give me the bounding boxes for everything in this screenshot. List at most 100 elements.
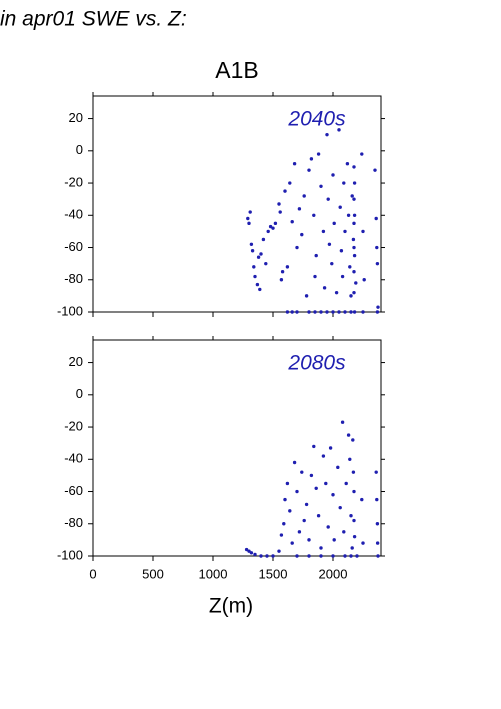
- point: [332, 221, 336, 226]
- point: [319, 554, 323, 558]
- point: [349, 514, 353, 518]
- point: [342, 181, 346, 185]
- point: [349, 554, 353, 558]
- point: [352, 534, 357, 539]
- point: [321, 454, 326, 458]
- point: [304, 294, 309, 298]
- x-tick-label: 2000: [319, 566, 348, 581]
- point: [312, 444, 316, 449]
- point: [309, 473, 314, 478]
- point: [375, 261, 380, 266]
- point: [249, 551, 254, 555]
- point: [295, 310, 299, 314]
- point: [255, 282, 260, 287]
- point: [290, 310, 294, 314]
- point: [350, 546, 354, 550]
- point: [261, 237, 266, 242]
- point: [268, 224, 273, 229]
- point: [352, 213, 357, 217]
- point: [348, 457, 352, 461]
- point: [349, 310, 353, 314]
- point: [348, 265, 352, 269]
- point: [324, 481, 328, 486]
- point: [343, 310, 347, 314]
- point: [355, 554, 359, 558]
- point: [265, 554, 269, 558]
- point: [338, 505, 342, 510]
- point: [337, 128, 341, 132]
- y-tick-label: -80: [64, 515, 83, 530]
- point: [253, 274, 257, 279]
- point: [321, 229, 326, 234]
- point: [256, 255, 261, 259]
- point: [331, 310, 335, 314]
- panel-label: 2040s: [287, 108, 346, 131]
- point: [316, 514, 321, 518]
- point: [300, 470, 304, 474]
- point: [327, 242, 332, 246]
- point: [248, 210, 252, 214]
- point: [313, 310, 317, 314]
- point: [295, 489, 299, 494]
- point: [278, 210, 282, 214]
- point: [288, 509, 292, 513]
- point: [283, 189, 287, 193]
- point: [302, 518, 306, 523]
- point: [309, 157, 314, 161]
- point: [295, 245, 299, 250]
- x-tick-label: 500: [142, 566, 164, 581]
- point: [361, 310, 365, 314]
- point: [330, 261, 334, 266]
- point: [266, 229, 270, 234]
- y-tick-label: -20: [64, 174, 83, 189]
- point: [352, 245, 356, 250]
- panel-label: 2080s: [287, 352, 346, 375]
- point: [259, 252, 263, 256]
- point: [331, 554, 335, 558]
- x-tick-label: 1000: [199, 566, 228, 581]
- x-axis-label: Z(m): [209, 595, 253, 618]
- point: [271, 226, 275, 230]
- point: [360, 152, 364, 156]
- point: [351, 237, 356, 242]
- point: [304, 502, 309, 507]
- point: [346, 213, 351, 217]
- point: [340, 420, 345, 424]
- point: [337, 310, 341, 314]
- point: [352, 221, 356, 226]
- point: [331, 493, 335, 497]
- point: [252, 265, 256, 269]
- point: [325, 310, 329, 314]
- point: [264, 261, 268, 266]
- point: [344, 481, 348, 486]
- point: [352, 310, 357, 314]
- point: [316, 152, 321, 156]
- point: [342, 530, 346, 534]
- point: [246, 216, 250, 221]
- y-tick-label: 20: [69, 110, 83, 125]
- point: [273, 221, 278, 226]
- point: [346, 433, 351, 437]
- point: [352, 197, 356, 201]
- x-tick-label: 0: [89, 566, 96, 581]
- point: [375, 522, 380, 526]
- point: [362, 278, 366, 282]
- point: [302, 194, 306, 198]
- point: [283, 497, 287, 502]
- point: [331, 173, 335, 177]
- point: [277, 549, 281, 553]
- point: [375, 310, 380, 314]
- point: [326, 525, 330, 529]
- point: [313, 274, 317, 279]
- y-tick-label: 0: [76, 386, 83, 401]
- point: [343, 229, 347, 234]
- point: [253, 552, 257, 557]
- y-tick-label: 0: [76, 142, 83, 157]
- point: [352, 518, 356, 523]
- chart-subtitle: A1B: [215, 57, 258, 83]
- point: [354, 281, 358, 285]
- point: [307, 168, 311, 172]
- point: [376, 305, 380, 309]
- point: [307, 310, 311, 314]
- point: [325, 132, 329, 137]
